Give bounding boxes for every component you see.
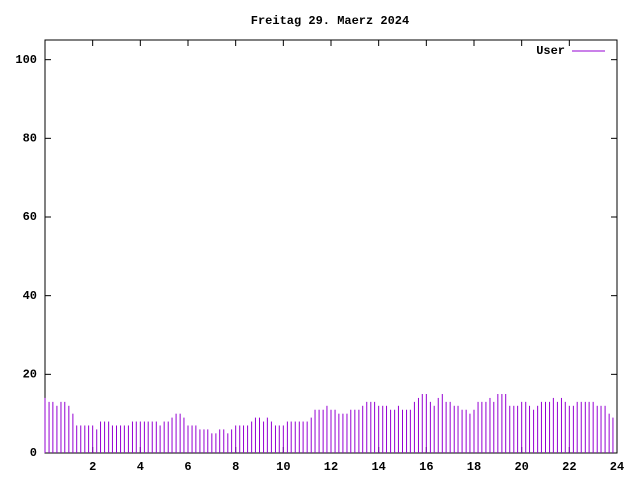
- x-tick-label: 10: [276, 460, 290, 474]
- x-tick-label: 4: [137, 460, 144, 474]
- x-tick-label: 24: [610, 460, 624, 474]
- x-tick-label: 14: [371, 460, 385, 474]
- x-tick-label: 8: [232, 460, 239, 474]
- x-tick-label: 20: [514, 460, 528, 474]
- x-tick-label: 22: [562, 460, 576, 474]
- y-tick-label: 100: [15, 53, 37, 67]
- x-tick-label: 6: [184, 460, 191, 474]
- y-tick-label: 40: [23, 289, 37, 303]
- y-tick-label: 20: [23, 368, 37, 382]
- y-tick-label: 60: [23, 210, 37, 224]
- x-tick-label: 2: [89, 460, 96, 474]
- chart-title: Freitag 29. Maerz 2024: [251, 14, 409, 28]
- y-tick-label: 80: [23, 132, 37, 146]
- y-tick-label: 0: [30, 446, 37, 460]
- x-tick-label: 12: [324, 460, 338, 474]
- legend-label: User: [536, 44, 565, 58]
- x-tick-label: 18: [467, 460, 481, 474]
- x-tick-label: 16: [419, 460, 433, 474]
